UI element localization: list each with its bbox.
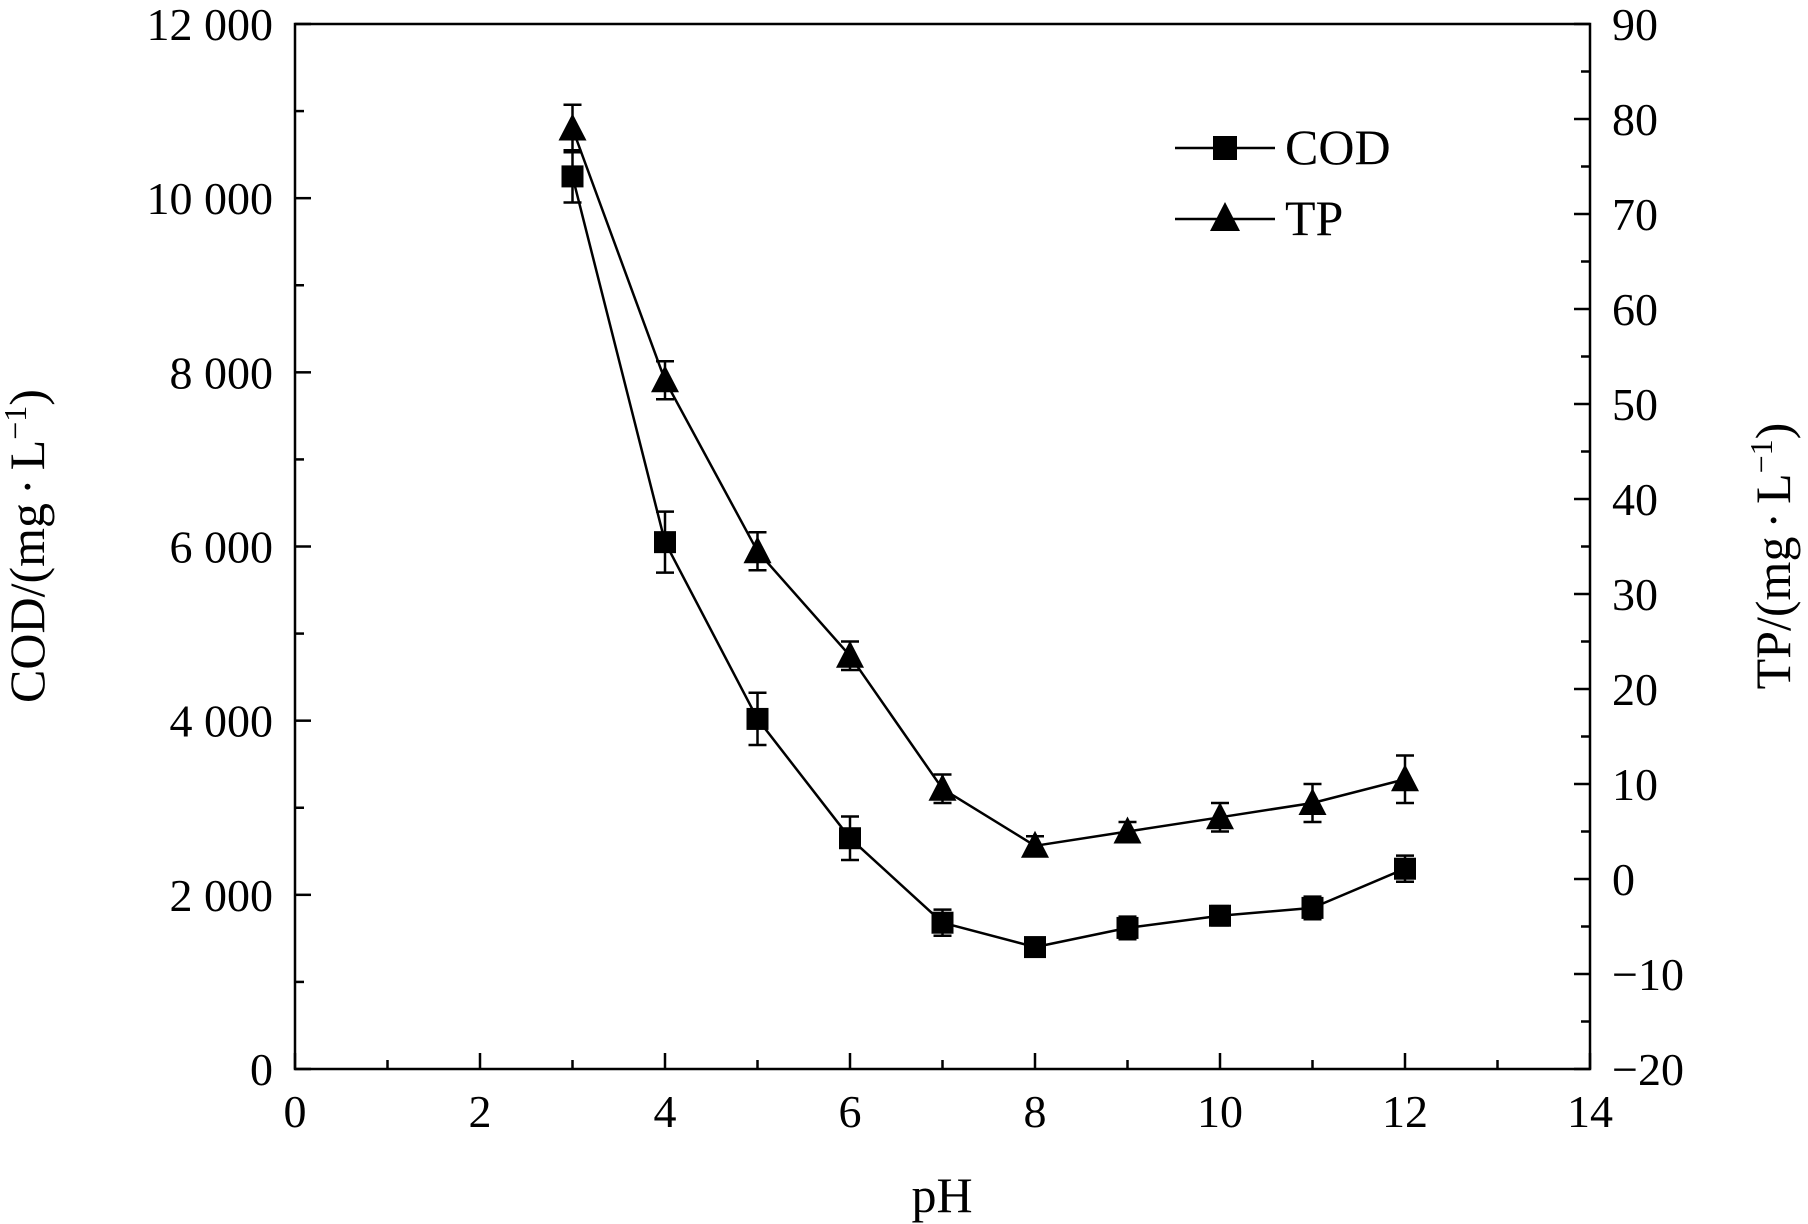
legend: COD TP [1175,119,1391,246]
legend-entry-tp: TP [1175,190,1343,246]
right-tick-label: 70 [1612,189,1658,240]
right-tick-label: 20 [1612,664,1658,715]
tp-point [1298,788,1327,815]
left-tick-label: 6 000 [170,522,274,573]
left-axis-title-prefix: COD/(mg [0,503,55,703]
x-tick-label: 14 [1567,1086,1613,1137]
right-tick-label: 50 [1612,379,1658,430]
legend-tp-marker [1210,202,1240,231]
series-layer [558,103,1419,959]
left-axis-ticks: 0 2 000 4 000 6 000 8 000 10 000 12 000 [147,0,311,1095]
x-tick-label: 0 [284,1086,307,1137]
tp-point [928,773,957,801]
tp-series-line [571,128,1406,848]
cod-point [931,911,954,934]
left-tick-label: 10 000 [147,173,274,224]
legend-entry-cod: COD [1175,119,1391,175]
right-axis-title-unit: L [1745,473,1801,504]
tp-point [1391,764,1419,792]
left-axis-title-dot: · [0,478,55,495]
x-axis-title: pH [911,1167,972,1223]
left-tick-label: 8 000 [170,347,274,398]
tp-point [1113,816,1142,844]
cod-series-line [571,176,1406,949]
right-tick-label: 40 [1612,474,1658,525]
right-tick-label: 60 [1612,284,1658,335]
right-tick-label: 10 [1612,759,1658,810]
x-tick-label: 6 [839,1086,862,1137]
right-tick-label: 90 [1612,0,1658,50]
left-tick-label: 2 000 [170,870,274,921]
right-tick-label: −10 [1612,949,1684,1000]
x-tick-label: 2 [469,1086,492,1137]
right-axis-title-dot: · [1745,512,1801,529]
cod-point [1024,936,1046,959]
tp-point [836,640,864,668]
cod-point [561,165,584,188]
left-tick-label: 4 000 [170,696,274,747]
cod-point [654,531,676,554]
tp-point [1021,830,1049,858]
right-tick-label: −20 [1612,1044,1684,1095]
right-axis-title: TP/(mg · L−1) [1743,423,1801,690]
cod-point [746,707,769,730]
cod-point [1301,896,1324,919]
right-axis-title-prefix: TP/(mg [1745,537,1801,690]
x-tick-label: 8 [1024,1086,1047,1137]
x-tick-label: 10 [1197,1086,1243,1137]
right-axis-ticks: −20 −10 0 10 20 30 40 50 60 70 80 90 [1574,0,1684,1095]
cod-point [839,827,861,850]
legend-cod-marker [1213,136,1237,160]
tp-point [1206,802,1234,830]
left-axis-title-close: ) [0,389,55,406]
x-axis-ticks: 0 2 4 6 8 10 12 14 [284,1053,1613,1137]
left-tick-label: 12 000 [147,0,274,50]
tp-point [651,365,679,393]
right-tick-label: 0 [1612,854,1635,905]
left-axis-title: COD/(mg · L−1) [0,389,55,703]
legend-cod-label: COD [1285,119,1391,175]
cod-point [1116,916,1139,939]
tp-point [558,113,587,141]
x-tick-label: 12 [1382,1086,1428,1137]
cod-point [1209,904,1231,927]
right-tick-label: 30 [1612,569,1658,620]
right-axis-title-close: ) [1745,423,1801,440]
left-axis-title-exponent: −1 [0,406,33,440]
x-tick-label: 4 [654,1086,677,1137]
cod-point [1394,857,1416,880]
legend-tp-label: TP [1285,190,1343,246]
left-tick-label: 0 [250,1044,273,1095]
tp-point [743,536,772,564]
left-axis-title-unit: L [0,440,55,471]
right-tick-label: 80 [1612,94,1658,145]
right-axis-title-exponent: −1 [1743,439,1779,473]
